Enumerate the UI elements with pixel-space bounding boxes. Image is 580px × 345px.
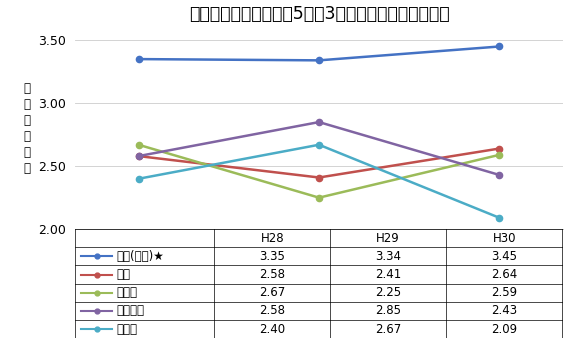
Text: 3.45: 3.45: [491, 250, 517, 263]
Text: 2.58: 2.58: [259, 304, 285, 317]
Text: 前
期
受
検
倍
率: 前 期 受 検 倍 率: [23, 82, 30, 175]
Text: H28: H28: [260, 232, 284, 245]
Text: 2.25: 2.25: [375, 286, 401, 299]
Text: 松戸国際: 松戸国際: [117, 304, 145, 317]
Text: H30: H30: [492, 232, 516, 245]
Text: 2.41: 2.41: [375, 268, 401, 281]
Text: 2.85: 2.85: [375, 304, 401, 317]
Text: 2.59: 2.59: [491, 286, 517, 299]
Text: 船橋(県立)★: 船橋(県立)★: [117, 250, 165, 263]
Text: 2.67: 2.67: [375, 323, 401, 336]
Title: 《第２学区》倍率上位5校の3か年倍率推移（普通科）: 《第２学区》倍率上位5校の3か年倍率推移（普通科）: [188, 5, 450, 23]
Text: 2.64: 2.64: [491, 268, 517, 281]
Text: 2.67: 2.67: [259, 286, 285, 299]
Text: 2.09: 2.09: [491, 323, 517, 336]
Text: 3.35: 3.35: [259, 250, 285, 263]
Text: 薬園台: 薬園台: [117, 323, 138, 336]
Text: 3.34: 3.34: [375, 250, 401, 263]
Text: 2.40: 2.40: [259, 323, 285, 336]
Text: 国分: 国分: [117, 268, 131, 281]
Text: 八千代: 八千代: [117, 286, 138, 299]
Text: 2.58: 2.58: [259, 268, 285, 281]
Text: H29: H29: [376, 232, 400, 245]
Text: 2.43: 2.43: [491, 304, 517, 317]
